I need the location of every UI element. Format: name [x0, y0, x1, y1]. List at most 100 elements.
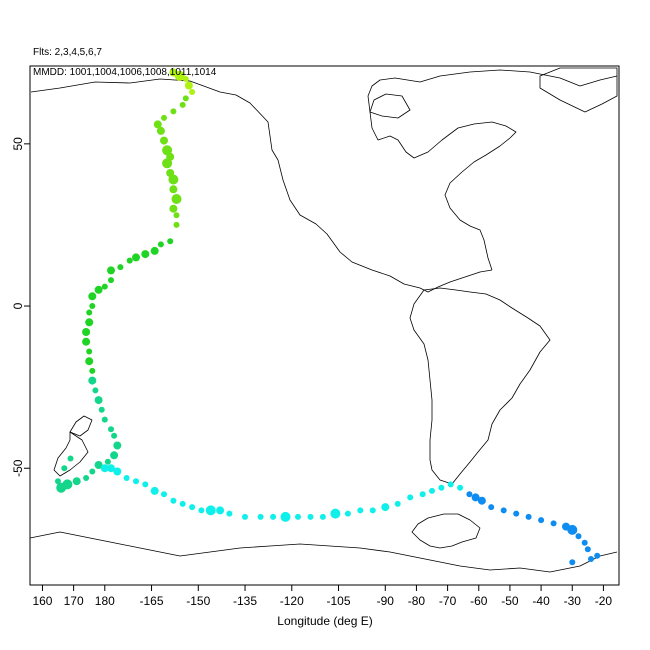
flights-label: Flts: 2,3,4,5,6,7 — [33, 47, 102, 58]
track-point — [89, 468, 96, 475]
track-point — [407, 494, 414, 501]
track-point — [86, 309, 93, 316]
track-point — [117, 264, 124, 271]
track-point — [179, 500, 186, 507]
track-point — [150, 486, 159, 495]
y-tick-label-0: 50 — [11, 137, 25, 151]
track-point — [205, 505, 216, 516]
track-point — [488, 504, 495, 511]
track-point — [107, 464, 115, 473]
track-point — [447, 481, 454, 488]
track-point — [141, 250, 150, 259]
antarctic-peninsula — [411, 513, 481, 549]
track-point — [101, 283, 108, 290]
track-point — [88, 376, 97, 385]
alaska-coast — [30, 78, 279, 161]
track-point — [257, 513, 264, 520]
track-point — [189, 504, 196, 511]
track-point — [108, 277, 114, 284]
x-tick-label-9: -80 — [408, 594, 426, 608]
track-point — [82, 337, 91, 346]
track-point — [319, 513, 326, 520]
track-point — [123, 475, 130, 481]
x-tick-label-0: 160 — [32, 594, 52, 608]
track-point — [142, 481, 149, 488]
hudson-bay — [369, 93, 411, 119]
track-point — [133, 478, 139, 485]
track-point — [101, 416, 108, 423]
track-point — [98, 406, 105, 413]
track-point — [182, 76, 189, 82]
north-america-coast — [277, 159, 493, 293]
track-point — [67, 455, 74, 462]
track-point — [550, 520, 557, 527]
track-point — [581, 539, 588, 546]
x-tick-label-13: -40 — [532, 594, 550, 608]
track-point — [344, 510, 351, 517]
track-point — [466, 491, 473, 498]
track-point — [169, 185, 178, 194]
x-tick-label-2: 180 — [95, 594, 115, 608]
x-tick-label-15: -20 — [595, 594, 613, 608]
track-point — [167, 238, 174, 245]
track-point — [107, 266, 115, 275]
track-point — [500, 507, 507, 514]
track-point — [569, 559, 576, 566]
track-point — [457, 484, 464, 491]
antarctica-coast — [29, 531, 618, 573]
x-tick-label-1: 170 — [64, 594, 84, 608]
track-point — [86, 348, 93, 355]
track-point — [189, 89, 196, 95]
track-point — [150, 246, 159, 255]
new-zealand — [53, 431, 89, 477]
track-point — [100, 464, 109, 473]
track-point — [157, 241, 164, 248]
track-point — [89, 367, 96, 374]
track-point — [170, 497, 177, 504]
x-tick-label-8: -90 — [377, 594, 395, 608]
track-point — [538, 517, 545, 524]
track-point — [471, 493, 480, 502]
track-point — [56, 482, 67, 493]
y-axis: 50 0 -50 — [11, 137, 30, 477]
track-point — [153, 120, 162, 129]
track-point — [108, 426, 114, 433]
track-point — [89, 303, 96, 309]
track-point — [584, 546, 591, 553]
new-zealand-north — [69, 415, 93, 437]
track-point — [61, 465, 68, 472]
x-tick-label-3: -165 — [140, 594, 164, 608]
track-point — [85, 318, 94, 327]
track-point — [126, 257, 133, 264]
track-point — [85, 357, 94, 366]
x-tick-label-10: -70 — [439, 594, 457, 608]
track-point — [198, 507, 205, 514]
track-point — [588, 556, 594, 562]
track-point — [168, 174, 179, 185]
track-point — [173, 221, 180, 228]
track-point — [104, 458, 111, 465]
north-america-east-coast — [367, 69, 618, 271]
track-point — [169, 204, 178, 213]
track-point — [280, 511, 291, 522]
x-tick-label-7: -105 — [327, 594, 351, 608]
dates-label: MMDD: 1001,1004,1006,1008,1011,1014 — [33, 67, 217, 78]
track-point — [513, 510, 520, 517]
track-point — [94, 396, 103, 405]
plot-frame — [29, 65, 620, 586]
track-point — [182, 95, 189, 102]
track-point — [173, 212, 180, 219]
track-point — [330, 508, 341, 519]
track-point — [270, 513, 277, 520]
coastlines — [29, 67, 618, 573]
track-point — [295, 513, 301, 520]
track-point — [94, 461, 103, 469]
track-point — [170, 108, 177, 115]
track-point — [567, 524, 578, 535]
x-tick-label-12: -50 — [501, 594, 519, 608]
track-point — [179, 101, 186, 108]
track-point — [72, 477, 81, 486]
track-point — [419, 491, 426, 498]
track-point — [438, 484, 445, 491]
